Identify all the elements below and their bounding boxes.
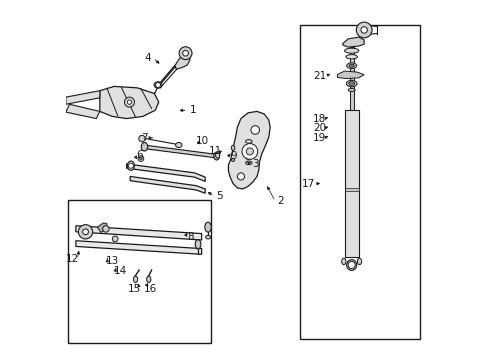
Ellipse shape [357, 258, 361, 265]
Circle shape [82, 229, 88, 235]
Text: 14: 14 [113, 266, 126, 276]
Circle shape [183, 50, 188, 56]
Circle shape [237, 173, 244, 180]
Polygon shape [337, 71, 364, 78]
Ellipse shape [245, 140, 251, 143]
Circle shape [112, 236, 118, 242]
Circle shape [124, 97, 134, 107]
Ellipse shape [215, 152, 220, 158]
Polygon shape [97, 223, 107, 233]
Bar [344, 111, 358, 257]
Circle shape [138, 156, 143, 161]
Text: 6: 6 [136, 150, 142, 160]
Text: 17: 17 [302, 179, 315, 189]
Circle shape [78, 225, 93, 239]
Circle shape [242, 144, 257, 159]
Ellipse shape [348, 64, 353, 67]
Circle shape [250, 126, 259, 134]
Ellipse shape [127, 161, 134, 170]
Ellipse shape [146, 276, 151, 283]
Ellipse shape [245, 150, 251, 154]
Ellipse shape [133, 276, 138, 283]
Ellipse shape [245, 156, 251, 159]
Circle shape [102, 226, 109, 232]
Ellipse shape [175, 143, 182, 148]
Text: 16: 16 [144, 284, 157, 294]
Polygon shape [143, 145, 216, 158]
Polygon shape [126, 164, 205, 181]
Polygon shape [66, 91, 100, 104]
Bar [349, 47, 353, 111]
Circle shape [139, 135, 145, 142]
Polygon shape [130, 176, 205, 193]
Text: 7: 7 [141, 133, 147, 143]
Polygon shape [342, 37, 364, 47]
Ellipse shape [213, 152, 219, 160]
Ellipse shape [154, 82, 162, 88]
Ellipse shape [344, 48, 358, 53]
Polygon shape [175, 55, 190, 69]
Text: 18: 18 [312, 113, 325, 123]
Ellipse shape [348, 82, 354, 85]
Polygon shape [100, 86, 159, 118]
Polygon shape [66, 104, 100, 118]
Text: 1: 1 [189, 105, 196, 115]
Circle shape [155, 82, 160, 87]
Ellipse shape [346, 63, 356, 68]
Text: 19: 19 [312, 133, 325, 143]
Circle shape [139, 157, 142, 160]
Bar [299, 24, 419, 339]
Text: 4: 4 [144, 53, 151, 63]
Text: 10: 10 [195, 136, 208, 147]
Text: 12: 12 [65, 254, 79, 264]
Ellipse shape [141, 143, 147, 151]
Ellipse shape [341, 258, 345, 265]
Text: 15: 15 [127, 284, 141, 294]
Ellipse shape [231, 145, 234, 150]
Circle shape [127, 100, 131, 104]
Ellipse shape [195, 240, 201, 249]
Circle shape [179, 47, 192, 60]
Text: 20: 20 [312, 123, 325, 133]
Circle shape [360, 27, 366, 33]
Text: 3: 3 [251, 159, 258, 169]
Text: 11: 11 [208, 147, 222, 157]
Ellipse shape [346, 80, 356, 87]
Ellipse shape [245, 161, 251, 165]
Ellipse shape [347, 89, 354, 91]
Ellipse shape [205, 235, 210, 239]
Text: 21: 21 [312, 71, 325, 81]
Circle shape [246, 148, 253, 155]
Ellipse shape [231, 158, 234, 161]
Text: 13: 13 [105, 256, 119, 266]
Polygon shape [76, 226, 201, 240]
Bar [344, 188, 358, 191]
Ellipse shape [345, 55, 357, 59]
Circle shape [128, 163, 133, 168]
Text: 9: 9 [230, 151, 237, 161]
Bar [67, 200, 210, 342]
Text: 8: 8 [186, 232, 193, 242]
Circle shape [347, 261, 354, 269]
Ellipse shape [245, 145, 251, 149]
Circle shape [356, 22, 371, 38]
Text: 5: 5 [216, 191, 223, 201]
Text: 2: 2 [276, 197, 283, 206]
Polygon shape [76, 241, 201, 254]
Ellipse shape [204, 222, 211, 232]
Ellipse shape [346, 260, 356, 270]
Polygon shape [228, 111, 270, 189]
